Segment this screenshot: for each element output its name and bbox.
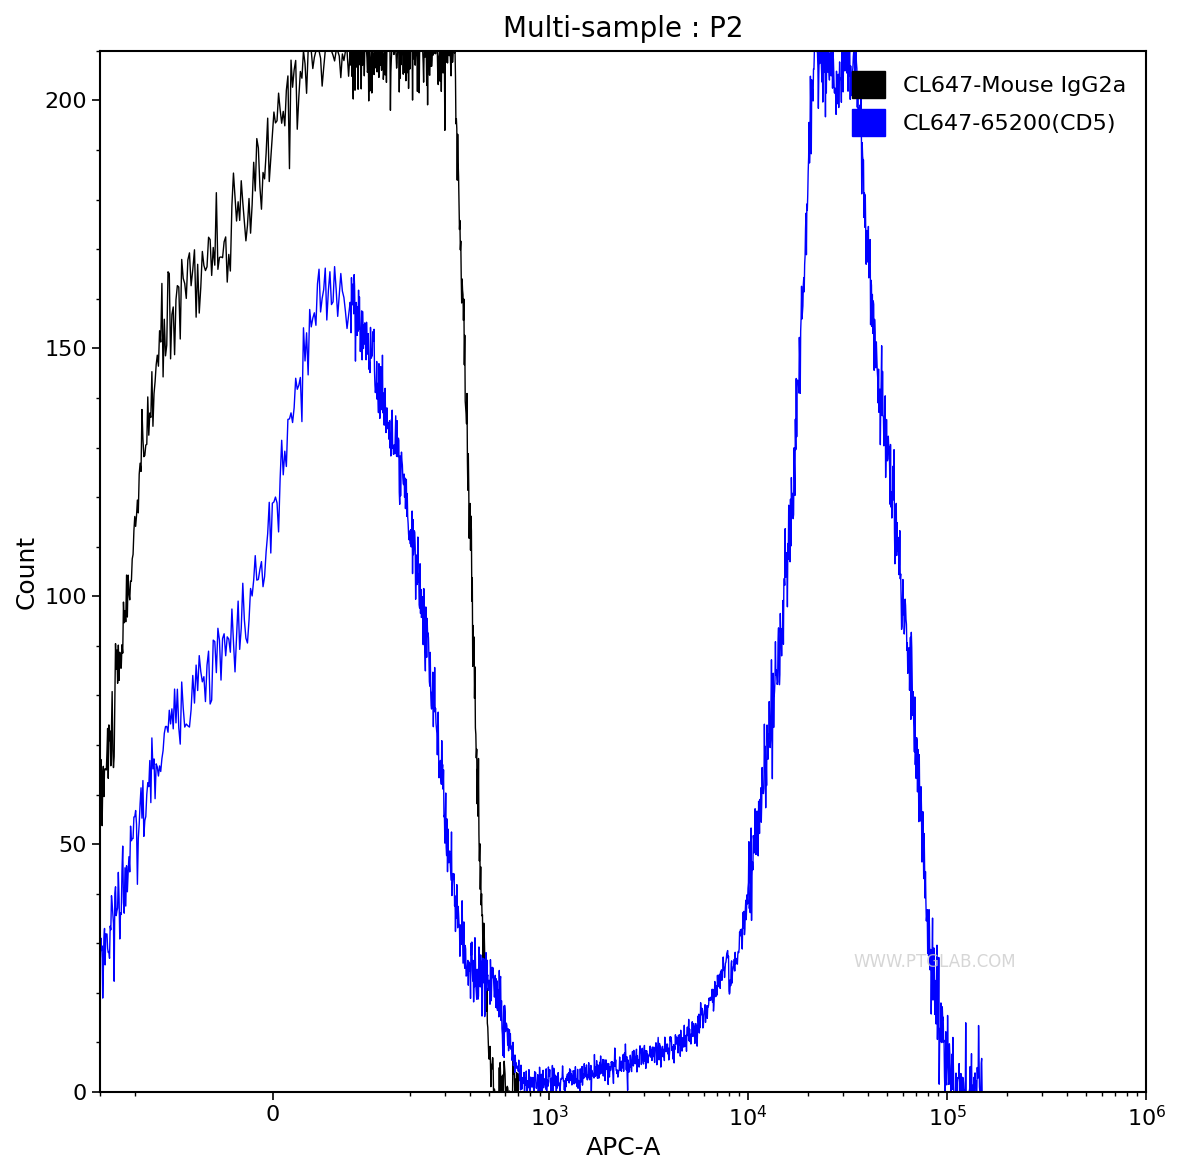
CL647-65200(CD5): [1140, 1085, 1154, 1099]
CL647-65200(CD5): [914, 814, 928, 828]
X-axis label: APC-A: APC-A: [586, 1136, 661, 1160]
CL647-65200(CD5): [93, 949, 107, 964]
Line: CL647-Mouse IgG2a: CL647-Mouse IgG2a: [100, 51, 1147, 1092]
Title: Multi-sample : P2: Multi-sample : P2: [503, 15, 744, 43]
CL647-Mouse IgG2a: [1140, 1085, 1154, 1099]
CL647-Mouse IgG2a: [385, 43, 399, 58]
CL647-Mouse IgG2a: [707, 1085, 722, 1099]
CL647-Mouse IgG2a: [361, 94, 376, 108]
CL647-Mouse IgG2a: [576, 1085, 590, 1099]
Text: WWW.PTGLAB.COM: WWW.PTGLAB.COM: [854, 953, 1016, 971]
Y-axis label: Count: Count: [15, 535, 39, 609]
CL647-65200(CD5): [808, 43, 822, 58]
CL647-Mouse IgG2a: [769, 1085, 783, 1099]
CL647-Mouse IgG2a: [914, 1085, 928, 1099]
CL647-Mouse IgG2a: [296, 43, 311, 58]
CL647-65200(CD5): [361, 327, 376, 341]
CL647-65200(CD5): [384, 412, 398, 427]
Legend: CL647-Mouse IgG2a, CL647-65200(CD5): CL647-Mouse IgG2a, CL647-65200(CD5): [843, 62, 1135, 145]
CL647-65200(CD5): [576, 1067, 590, 1081]
CL647-Mouse IgG2a: [93, 788, 107, 803]
CL647-Mouse IgG2a: [487, 1085, 501, 1099]
CL647-65200(CD5): [517, 1085, 531, 1099]
CL647-65200(CD5): [707, 998, 722, 1012]
CL647-65200(CD5): [769, 669, 783, 683]
Line: CL647-65200(CD5): CL647-65200(CD5): [100, 51, 1147, 1092]
